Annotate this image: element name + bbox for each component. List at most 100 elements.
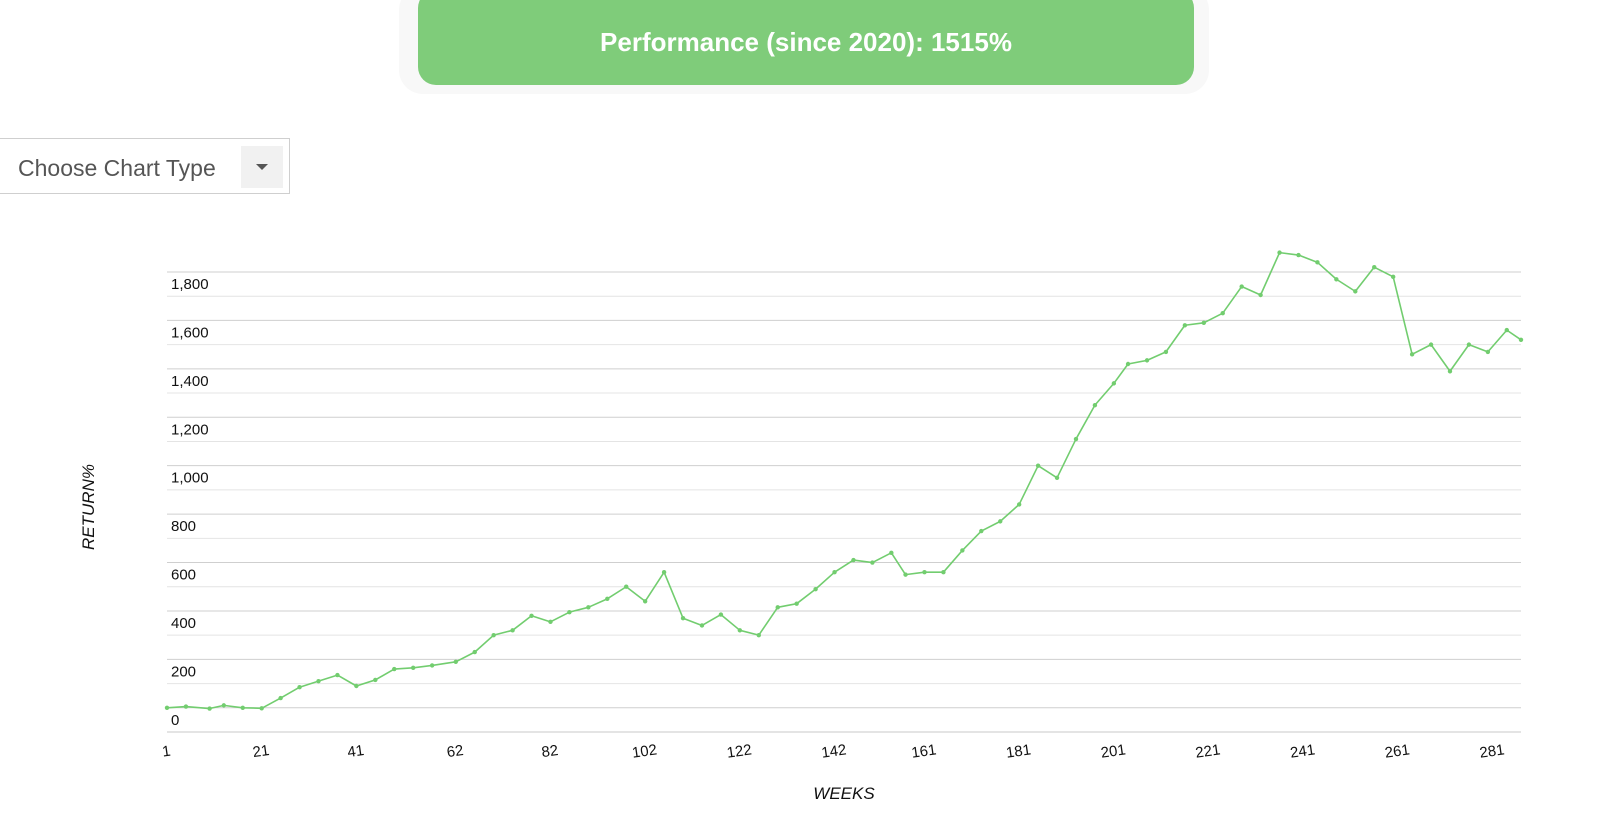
data-point bbox=[1466, 342, 1472, 347]
data-point bbox=[813, 586, 818, 592]
y-tick-label: 600 bbox=[171, 567, 196, 584]
data-point bbox=[316, 678, 321, 684]
y-tick-label: 200 bbox=[171, 663, 196, 680]
data-point bbox=[851, 557, 856, 563]
chart-type-select[interactable]: Choose Chart Type bbox=[0, 138, 290, 194]
x-tick-label: 122 bbox=[726, 741, 753, 761]
x-tick-label: 241 bbox=[1289, 741, 1316, 761]
data-point bbox=[1315, 260, 1320, 265]
performance-title: Performance (since 2020): 1515% bbox=[600, 27, 1012, 57]
x-tick-label: 181 bbox=[1005, 741, 1032, 761]
x-tick-label: 102 bbox=[631, 741, 658, 761]
chart-type-label: Choose Chart Type bbox=[18, 155, 216, 181]
data-point bbox=[1518, 337, 1524, 342]
data-point bbox=[718, 612, 724, 617]
data-point bbox=[699, 623, 705, 628]
data-point bbox=[354, 683, 359, 689]
data-point bbox=[586, 605, 591, 610]
data-point bbox=[642, 599, 648, 604]
x-tick-label: 21 bbox=[252, 742, 271, 761]
data-point bbox=[1296, 252, 1301, 258]
data-point bbox=[1277, 250, 1282, 255]
series-line bbox=[166, 251, 1522, 710]
x-tick-label: 41 bbox=[346, 742, 365, 761]
performance-banner: Performance (since 2020): 1515% bbox=[418, 0, 1194, 85]
data-point bbox=[1372, 264, 1377, 270]
y-axis-title: RETURN% bbox=[79, 464, 98, 550]
data-point bbox=[794, 601, 799, 606]
y-tick-label: 1,600 bbox=[171, 324, 209, 341]
data-point bbox=[373, 677, 378, 683]
data-point bbox=[1353, 289, 1358, 294]
data-point bbox=[1220, 310, 1225, 316]
data-point bbox=[207, 706, 212, 711]
data-point bbox=[756, 632, 761, 638]
y-tick-label: 1,000 bbox=[171, 470, 209, 487]
data-point bbox=[1258, 292, 1263, 298]
data-point bbox=[832, 570, 837, 575]
data-point bbox=[1144, 358, 1150, 363]
x-tick-label: 201 bbox=[1100, 741, 1127, 761]
data-point bbox=[429, 663, 435, 668]
data-point bbox=[775, 605, 780, 610]
x-tick-label: 82 bbox=[540, 742, 559, 761]
data-point bbox=[922, 570, 927, 575]
data-point bbox=[1334, 277, 1339, 282]
y-tick-label: 1,200 bbox=[171, 421, 209, 438]
x-tick-label: 281 bbox=[1478, 741, 1505, 761]
data-point bbox=[1409, 352, 1415, 357]
data-point bbox=[567, 609, 572, 615]
data-point bbox=[1485, 349, 1491, 355]
data-point bbox=[453, 659, 458, 664]
x-axis-title: WEEKS bbox=[813, 784, 875, 803]
data-point bbox=[491, 632, 496, 638]
data-point bbox=[164, 705, 170, 710]
data-point bbox=[1390, 274, 1396, 280]
chevron-down-icon bbox=[256, 164, 268, 170]
data-point bbox=[240, 705, 245, 710]
chart-type-dropdown-button[interactable] bbox=[241, 146, 283, 188]
data-point bbox=[410, 665, 416, 671]
data-point bbox=[1035, 463, 1041, 468]
data-point bbox=[624, 584, 629, 589]
data-point bbox=[1163, 349, 1169, 355]
data-point bbox=[1111, 381, 1117, 386]
data-point bbox=[960, 548, 965, 553]
y-tick-label: 1,800 bbox=[171, 276, 209, 293]
data-point bbox=[1054, 475, 1060, 480]
data-point bbox=[998, 519, 1003, 524]
data-point bbox=[889, 550, 894, 556]
data-point bbox=[979, 528, 984, 534]
data-point bbox=[297, 685, 302, 690]
data-point bbox=[661, 570, 667, 575]
data-point bbox=[221, 703, 227, 708]
data-point bbox=[1504, 327, 1509, 333]
data-point bbox=[259, 706, 264, 711]
data-point bbox=[548, 619, 553, 625]
data-point bbox=[529, 613, 534, 618]
x-tick-label: 1 bbox=[161, 743, 172, 761]
x-tick-label: 142 bbox=[820, 741, 847, 761]
y-tick-label: 1,400 bbox=[171, 373, 209, 390]
y-tick-label: 800 bbox=[171, 518, 196, 535]
data-point bbox=[1016, 502, 1022, 507]
y-tick-label: 0 bbox=[171, 712, 179, 729]
data-point bbox=[1182, 323, 1188, 328]
data-point bbox=[1428, 342, 1434, 347]
y-tick-label: 400 bbox=[171, 615, 196, 632]
data-point bbox=[1073, 436, 1079, 442]
x-tick-label: 261 bbox=[1384, 741, 1411, 761]
data-point bbox=[941, 570, 946, 575]
data-point bbox=[903, 572, 908, 577]
x-tick-label: 62 bbox=[446, 742, 465, 761]
data-point bbox=[392, 666, 397, 672]
data-point bbox=[737, 628, 743, 633]
data-point bbox=[1447, 369, 1453, 374]
x-tick-label: 221 bbox=[1194, 741, 1221, 761]
data-point bbox=[1201, 320, 1207, 326]
data-point bbox=[472, 649, 477, 655]
data-point bbox=[1125, 361, 1131, 367]
data-point bbox=[870, 560, 875, 565]
data-point bbox=[1239, 284, 1244, 289]
